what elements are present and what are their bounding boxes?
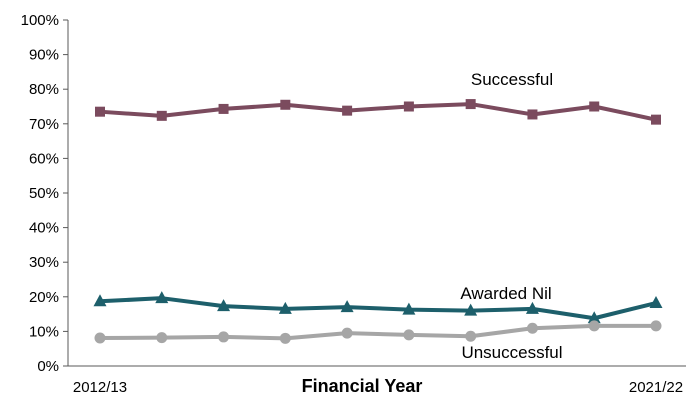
x-axis: 2012/13 2021/22 (68, 365, 686, 396)
data-point-unsuccessful (588, 320, 600, 332)
y-tick-label: 70% (29, 116, 59, 133)
series-labels: Successful Awarded Nil Unsuccessful (460, 70, 562, 362)
data-point-unsuccessful (403, 329, 415, 341)
series-line-successful (98, 102, 658, 122)
series-line-awarded-nil (98, 296, 658, 321)
series-label-awarded-nil: Awarded Nil (460, 284, 551, 303)
y-tick-label: 0% (37, 358, 59, 375)
data-point-awarded-nil (155, 291, 169, 304)
y-tick-label: 10% (29, 323, 59, 340)
data-point-successful (465, 99, 476, 110)
data-point-successful (156, 110, 167, 121)
series-awarded-nil (93, 291, 663, 324)
data-point-successful (280, 99, 291, 110)
data-point-awarded-nil (278, 301, 292, 314)
series-group (93, 99, 663, 344)
data-point-unsuccessful (156, 332, 168, 344)
series-line-unsuccessful (98, 323, 658, 341)
data-point-successful (95, 106, 105, 117)
data-point-unsuccessful (650, 320, 662, 332)
x-tick-label: 2012/13 (73, 379, 127, 396)
y-tick-label: 60% (29, 150, 59, 167)
y-tick-label: 30% (29, 254, 59, 271)
data-point-awarded-nil (587, 311, 601, 324)
data-point-awarded-nil (525, 301, 539, 314)
y-tick-label: 50% (29, 185, 59, 202)
data-point-successful (589, 101, 600, 112)
data-point-awarded-nil (217, 299, 231, 312)
y-axis: 0% 10% 20% 30% 40% 50% 60% 70% 80% 90% 100% (21, 12, 69, 375)
data-point-unsuccessful (94, 332, 106, 344)
data-point-successful (651, 114, 661, 125)
series-successful (95, 99, 661, 125)
y-tick-label: 40% (29, 220, 59, 237)
series-unsuccessful (94, 320, 662, 344)
data-point-successful (342, 105, 353, 116)
data-point-awarded-nil (464, 303, 478, 316)
data-point-awarded-nil (340, 300, 354, 313)
data-point-unsuccessful (218, 331, 230, 343)
y-tick-label: 90% (29, 47, 59, 64)
series-label-unsuccessful: Unsuccessful (461, 343, 562, 362)
data-point-unsuccessful (341, 327, 353, 339)
data-point-unsuccessful (465, 330, 477, 342)
data-point-unsuccessful (526, 322, 538, 334)
data-point-successful (527, 109, 538, 120)
data-point-successful (403, 101, 414, 112)
data-point-awarded-nil (402, 302, 416, 315)
y-tick-label: 100% (21, 12, 59, 29)
data-point-awarded-nil (93, 294, 107, 307)
data-point-awarded-nil (649, 296, 663, 309)
x-axis-title: Financial Year (302, 376, 423, 396)
y-tick-label: 80% (29, 81, 59, 98)
y-tick-label: 20% (29, 289, 59, 306)
series-label-successful: Successful (471, 70, 553, 89)
x-tick-label: 2021/22 (629, 379, 683, 396)
data-point-successful (218, 103, 229, 114)
data-point-unsuccessful (279, 332, 291, 344)
